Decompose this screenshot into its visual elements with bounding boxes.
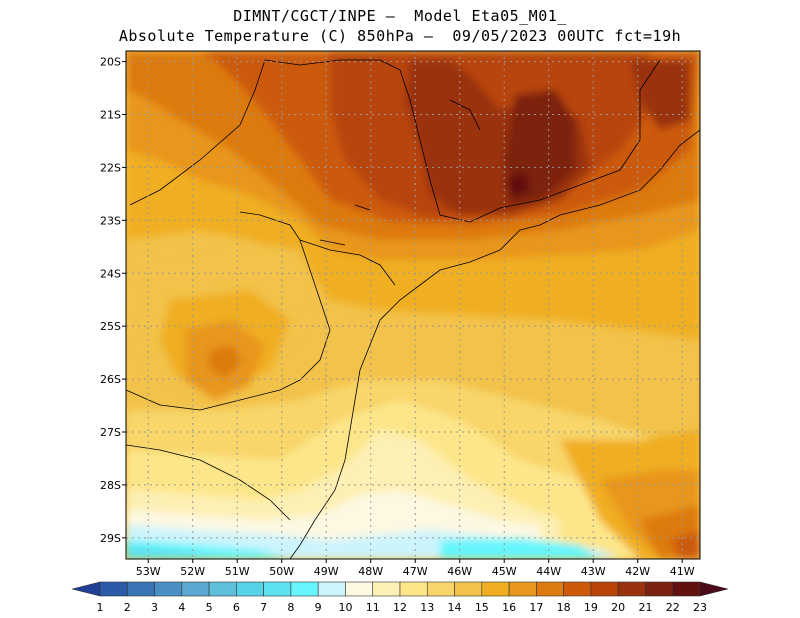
colorbar-arrow-right [699,581,729,597]
colorbar-arrow-left [71,581,101,597]
field-band-8 [126,545,220,559]
lon-tick-label: 45W [492,565,517,578]
lat-tick-label: 28S [100,479,121,492]
lat-tick-label: 25S [100,320,121,333]
colorbar-swatch [263,581,292,597]
graticule [126,51,700,559]
field-band-22b [630,60,690,130]
coastline [289,129,700,559]
colorbar-label: 9 [315,601,322,614]
colorbar-swatch [208,581,237,597]
temperature-field [126,51,700,559]
colorbar-label: 18 [557,601,571,614]
colorbar-swatch [481,581,510,597]
lat-tick-label: 27S [100,426,121,439]
lon-tick-label: 46W [447,565,472,578]
colorbar-label: 8 [287,601,294,614]
colorbar-swatch [508,581,537,597]
state-border-sp [299,239,396,286]
colorbar-label: 16 [502,601,516,614]
lon-tick-label: 44W [536,565,561,578]
colorbar-swatch [317,581,346,597]
colorbar-label: 7 [260,601,267,614]
colorbar-label: 22 [666,601,680,614]
state-border-sc [126,444,291,521]
lon-tick-label: 43W [581,565,606,578]
colorbar-swatch [590,581,619,597]
colorbar-swatch [345,581,374,597]
colorbar-swatch [154,581,183,597]
colorbar-label: 3 [151,601,158,614]
chart-title-line-1: DIMNT/CGCT/INPE – Model Eta05_M01_ [233,7,567,25]
lat-tick-label: 21S [100,109,121,122]
field-band-9b [440,538,600,559]
lat-tick-label: 23S [100,214,121,227]
colorbar-label: 4 [178,601,185,614]
lon-tick-label: 48W [358,565,383,578]
lat-tick-label: 26S [100,373,121,386]
colorbar-swatch [536,581,564,597]
colorbar-label: 2 [124,601,131,614]
state-border-mg [129,59,501,223]
state-border-pr [126,211,331,411]
colorbar-swatch [563,581,592,597]
map-axes: 53W 52W 51W 50W 49W 48W 47W 46W 45W 44W 43W 42W 41W 2… [100,56,695,578]
lon-tick-label: 47W [403,565,428,578]
colorbar-swatch [372,581,401,597]
lon-tick-label: 42W [625,565,650,578]
colorbar-swatch [181,581,210,597]
colorbar-swatch [126,581,155,597]
lat-tick-label: 22S [100,161,121,174]
colorbar-label: 5 [206,601,213,614]
field-band-24 [505,172,530,198]
lake-marks [319,99,481,246]
lon-tick-label: 52W [180,565,205,578]
colorbar-swatch [399,581,428,597]
colorbar-label: 23 [693,601,707,614]
colorbar-swatch [454,581,483,597]
lon-tick-label: 51W [225,565,250,578]
colorbar-label: 20 [611,601,625,614]
colorbar-label: 11 [366,601,380,614]
colorbar-swatch [426,581,455,597]
colorbar-swatch [236,581,264,597]
chart-title-line-2: Absolute Temperature (C) 850hPa – 09/05/… [118,27,682,45]
border-lines [126,59,700,559]
colorbar: 1 2 3 4 5 6 7 8 9 10 11 12 13 14 15 16 17 18 19 20 21 22 23 [71,581,729,614]
colorbar-swatch [290,581,319,597]
lon-tick-label: 50W [269,565,294,578]
field-tongue-18 [670,530,700,559]
colorbar-label: 12 [393,601,407,614]
field-hot-spot [208,345,242,378]
colorbar-swatch [617,581,646,597]
lat-tick-label: 20S [100,56,121,69]
colorbar-label: 13 [420,601,434,614]
plot-frame [125,50,701,560]
colorbar-label: 17 [529,601,543,614]
colorbar-swatch [645,581,674,597]
lat-tick-label: 24S [100,267,121,280]
colorbar-label: 19 [584,601,598,614]
state-border-rj [499,59,661,209]
colorbar-label: 15 [475,601,489,614]
lat-tick-label: 29S [100,532,121,545]
colorbar-label: 1 [97,601,104,614]
colorbar-label: 10 [338,601,352,614]
colorbar-label: 6 [233,601,240,614]
field-band-22c [415,60,450,90]
lon-tick-label: 41W [670,565,695,578]
colorbar-label: 21 [638,601,652,614]
colorbar-swatch [99,581,128,597]
lon-tick-label: 49W [314,565,339,578]
colorbar-swatch [672,581,701,597]
lon-tick-label: 53W [136,565,161,578]
colorbar-label: 14 [448,601,462,614]
